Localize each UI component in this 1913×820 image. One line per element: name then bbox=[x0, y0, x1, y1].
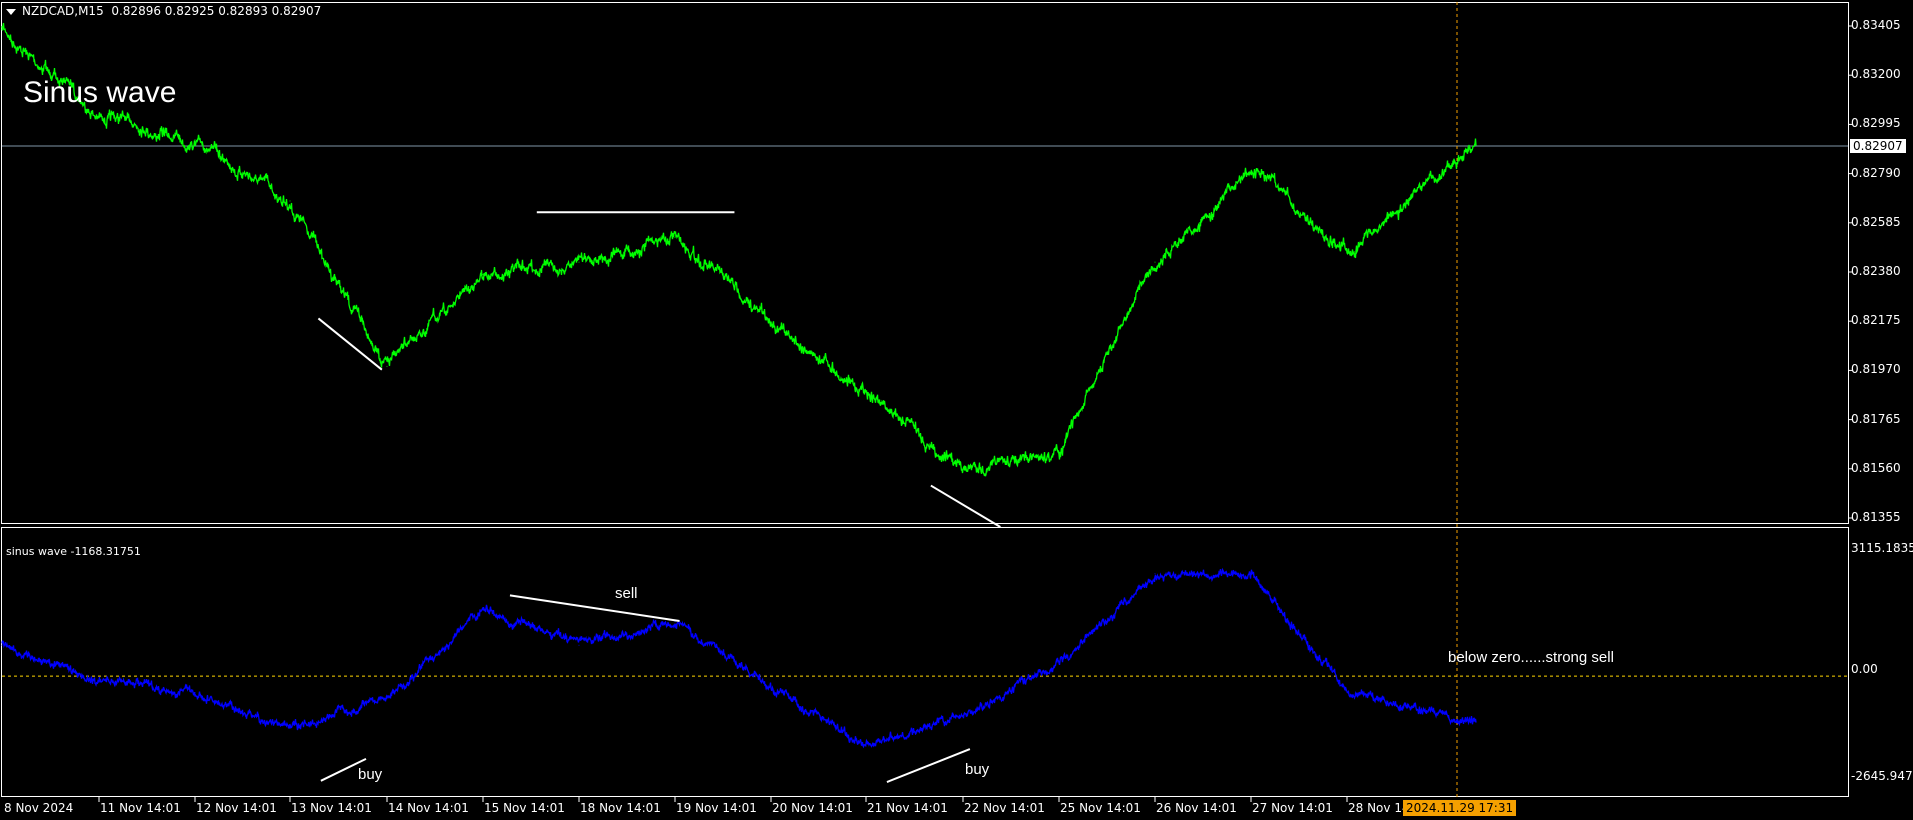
oscillator-series-line-point bbox=[1475, 721, 1477, 723]
price-series-line-point bbox=[98, 114, 100, 116]
trend-line bbox=[886, 748, 971, 783]
current-price-label: 0.82907 bbox=[1850, 139, 1906, 153]
symbol-label: NZDCAD,M15 bbox=[22, 4, 104, 18]
price-series-line-point bbox=[1058, 451, 1060, 453]
trend-line bbox=[930, 484, 1001, 528]
trend-line bbox=[317, 317, 383, 371]
oscillator-panel[interactable] bbox=[1, 527, 1849, 797]
price-axis-tick: 0.81970 bbox=[1851, 362, 1901, 377]
price-axis-tick: 0.81765 bbox=[1851, 411, 1901, 426]
buy-annotation-1: buy bbox=[358, 766, 383, 783]
oscillator-series-line-point bbox=[1250, 573, 1252, 575]
price-series-line-point bbox=[1154, 261, 1156, 263]
price-axis-tick: 0.82585 bbox=[1851, 214, 1901, 229]
sell-annotation: sell bbox=[615, 585, 638, 602]
oscillator-series-line bbox=[1, 567, 1477, 749]
price-series-line-point bbox=[770, 322, 772, 324]
time-axis-tick: 26 Nov 14:01 bbox=[1156, 801, 1237, 815]
time-axis-tick: 12 Nov 14:01 bbox=[196, 801, 277, 815]
price-series-line bbox=[1, 22, 1477, 477]
time-axis-tick: 14 Nov 14:01 bbox=[388, 801, 469, 815]
trend-line bbox=[320, 757, 367, 782]
price-series-line-point bbox=[578, 261, 580, 263]
time-axis-tick: 15 Nov 14:01 bbox=[484, 801, 565, 815]
price-series-line-point bbox=[1, 29, 3, 31]
time-axis-tick: 18 Nov 14:01 bbox=[580, 801, 661, 815]
trend-line bbox=[509, 594, 680, 622]
price-series-line-point bbox=[289, 200, 291, 202]
oscillator-series-line-point bbox=[386, 698, 388, 700]
chart-title-annotation: Sinus wave bbox=[23, 76, 177, 109]
oscillator-series-line-point bbox=[289, 727, 291, 729]
time-axis-tick: 28 Nov 14 bbox=[1348, 801, 1410, 815]
price-axis-tick: 0.81560 bbox=[1851, 460, 1901, 475]
price-series-line-point bbox=[1250, 169, 1252, 171]
oscillator-series-line-point bbox=[770, 686, 772, 688]
time-axis-tick: 27 Nov 14:01 bbox=[1252, 801, 1333, 815]
price-axis-tick: 0.82790 bbox=[1851, 165, 1901, 180]
price-series-line-point bbox=[962, 469, 964, 471]
price-axis-tick: 0.82995 bbox=[1851, 116, 1901, 131]
oscillator-title: sinus wave -1168.31751 bbox=[6, 545, 141, 558]
time-axis-tick: 11 Nov 14:01 bbox=[100, 801, 181, 815]
price-chart-panel[interactable] bbox=[1, 2, 1849, 524]
oscillator-series-line-point bbox=[578, 644, 580, 646]
time-axis-tick: 20 Nov 14:01 bbox=[772, 801, 853, 815]
time-axis-tick: 19 Nov 14:01 bbox=[676, 801, 757, 815]
crosshair-time-label: 2024.11.29 17:31 bbox=[1403, 800, 1517, 816]
buy-annotation-2: buy bbox=[965, 761, 990, 778]
price-series-line-point bbox=[1346, 249, 1348, 251]
price-axis-tick: 0.82380 bbox=[1851, 264, 1901, 278]
oscillator-series-line-point bbox=[962, 715, 964, 717]
oscillator-series-line-point bbox=[1154, 573, 1156, 575]
price-axis-tick: 0.81355 bbox=[1851, 510, 1901, 524]
price-series-line-point bbox=[674, 237, 676, 239]
price-series-line-point bbox=[482, 273, 484, 275]
oscillator-series-line-point bbox=[865, 745, 867, 747]
chart-header: NZDCAD,M15 0.82896 0.82925 0.82893 0.829… bbox=[6, 4, 321, 18]
time-axis-tick: 22 Nov 14:01 bbox=[964, 801, 1045, 815]
price-axis-tick: 0.83405 bbox=[1851, 18, 1901, 32]
oscillator-series-line-point bbox=[1, 644, 3, 646]
oscillator-series-line-point bbox=[98, 680, 100, 682]
price-series-line-point bbox=[194, 139, 196, 141]
price-axis-tick: 0.82175 bbox=[1851, 313, 1901, 328]
time-axis-tick: 8 Nov 2024 bbox=[4, 801, 74, 815]
ohlc-values: 0.82896 0.82925 0.82893 0.82907 bbox=[111, 4, 322, 18]
time-axis-tick: 13 Nov 14:01 bbox=[291, 801, 372, 815]
price-series-line-point bbox=[386, 365, 388, 367]
time-axis-tick: 25 Nov 14:01 bbox=[1060, 801, 1141, 815]
oscillator-axis-tick: 3115.1835 bbox=[1851, 541, 1913, 555]
dropdown-triangle-icon[interactable] bbox=[6, 8, 16, 15]
oscillator-axis-tick: 0.00 bbox=[1851, 662, 1878, 676]
price-axis-tick: 0.83200 bbox=[1851, 67, 1901, 82]
price-series-line-point bbox=[1475, 145, 1477, 147]
oscillator-series-line-point bbox=[194, 692, 196, 694]
strong-sell-annotation: below zero......strong sell bbox=[1448, 649, 1614, 666]
oscillator-series-line-point bbox=[1346, 692, 1348, 694]
oscillator-axis-tick: -2645.9478 bbox=[1851, 769, 1913, 783]
time-axis-tick: 21 Nov 14:01 bbox=[867, 801, 948, 815]
oscillator-series-line-point bbox=[482, 609, 484, 611]
oscillator-series-line-point bbox=[1058, 662, 1060, 664]
price-series-line-point bbox=[865, 390, 867, 392]
